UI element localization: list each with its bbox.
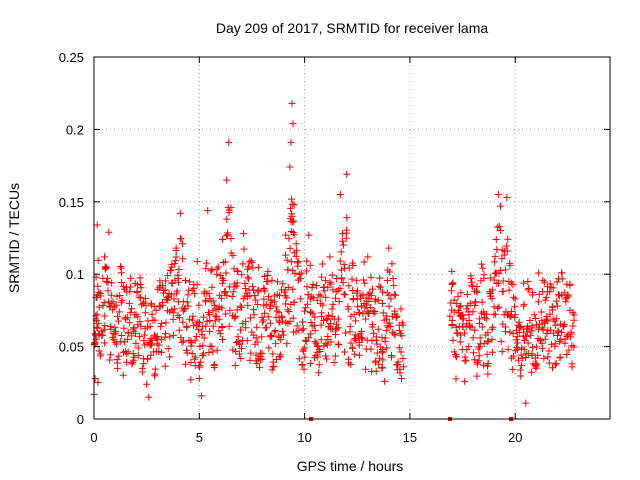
x-tick-label: 0 bbox=[90, 430, 97, 445]
y-tick-label: 0.25 bbox=[59, 50, 84, 65]
x-tick-label: 15 bbox=[403, 430, 417, 445]
x-tick-label: 5 bbox=[196, 430, 203, 445]
x-tick-label: 20 bbox=[508, 430, 522, 445]
y-tick-label: 0 bbox=[77, 412, 84, 427]
scatter-chart: 0 5 10 15 20 0 0.05 0.1 0.15 0.2 0.25 Day 209 of … bbox=[0, 0, 640, 480]
chart-background bbox=[0, 0, 640, 480]
x-axis-label: GPS time / hours bbox=[297, 458, 404, 474]
y-tick-label: 0.05 bbox=[59, 340, 84, 355]
y-tick-label: 0.2 bbox=[66, 122, 84, 137]
y-tick-label: 0.1 bbox=[66, 267, 84, 282]
chart-title: Day 209 of 2017, SRMTID for receiver lam… bbox=[216, 20, 489, 36]
x-tick-label: 10 bbox=[297, 430, 311, 445]
y-axis-label: SRMTID / TECUs bbox=[6, 183, 22, 293]
y-tick-label: 0.15 bbox=[59, 195, 84, 210]
